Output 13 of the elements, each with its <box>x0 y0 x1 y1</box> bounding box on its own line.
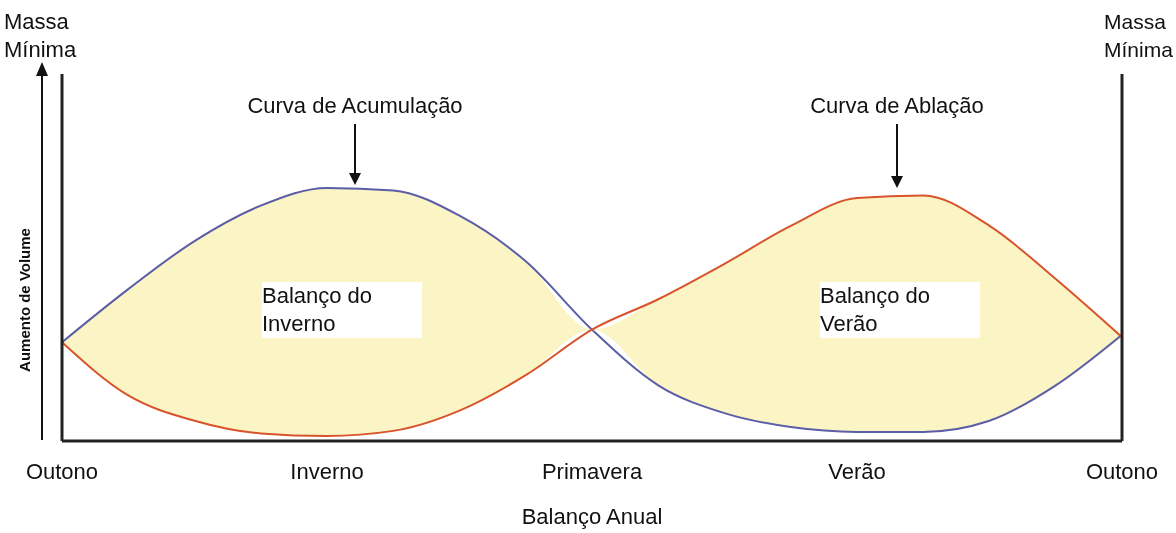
x-tick-label: Outono <box>1085 458 1159 484</box>
text: Curva de Acumulação <box>246 92 464 120</box>
x-tick-label: Inverno <box>290 458 364 484</box>
text: Curva de Ablação <box>809 92 985 120</box>
text: Massa Mínima <box>4 8 78 64</box>
x-tick-label: Verão <box>828 458 886 484</box>
x-tick-label: Outono <box>25 458 99 484</box>
x-axis-title: Balanço Anual <box>520 504 664 530</box>
x-tick-label: Primavera <box>541 458 643 484</box>
annotation: Balanço do Inverno <box>262 282 422 338</box>
text: Massa Mínima <box>1104 9 1174 63</box>
y-axis-title: Aumento de Volume <box>15 228 33 372</box>
annotation: Balanço do Verão <box>820 282 980 338</box>
